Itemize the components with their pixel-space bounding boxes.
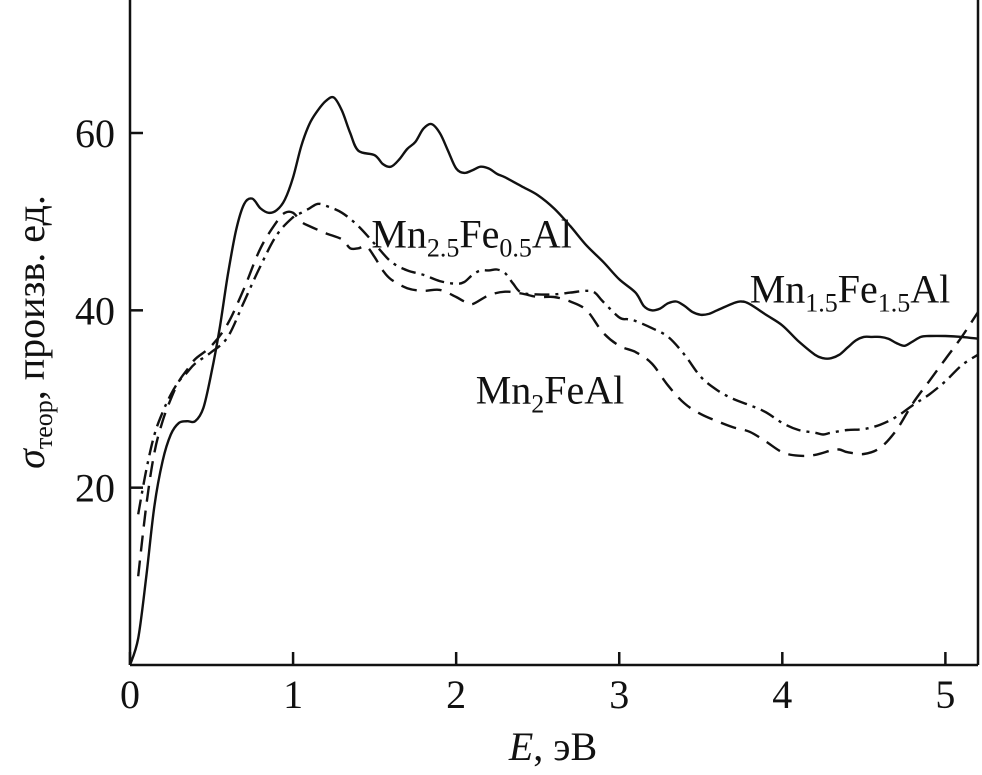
series-label-part: 2.5 [427,233,460,262]
series-line-2 [137,202,979,515]
series-label-part: 0.5 [499,233,532,262]
series-label-part: 2 [531,389,544,418]
series-line-1 [128,95,979,666]
series-label-part: Fe [459,211,499,256]
series-label-part: Mn [476,367,532,412]
series-layer [128,95,980,666]
series-label-part: 1.5 [878,288,911,317]
series-label-part: FeAl [544,367,624,412]
x-tick-label: 1 [283,672,303,717]
y-tick-label: 60 [75,111,115,156]
series-label-part: 1.5 [805,288,838,317]
tick-layer: 0 1 2 3 4 5 20 40 60 [75,111,955,717]
series-label-part: Al [910,266,950,311]
x-axis-title-unit: , эВ [533,724,597,769]
series-line-3 [137,210,980,577]
x-tick-label: 4 [772,672,792,717]
series-label-part: Fe [838,266,878,311]
series-label-part: Mn [371,211,427,256]
y-axis-title: σтеор, произв. ед. [8,195,58,469]
y-axis-title-subscript: теор [29,400,58,449]
series-label-3: Mn2FeAl [476,367,625,418]
x-axis-title: E, эВ [508,724,597,769]
y-tick-label: 40 [75,288,115,333]
x-tick-label: 5 [935,672,955,717]
series-label-1: Mn1.5Fe1.5Al [750,266,951,317]
y-axis-title-unit: , произв. ед. [8,195,53,400]
y-axis-title-symbol: σ [8,448,53,469]
x-tick-label: 3 [609,672,629,717]
series-label-2: Mn2.5Fe0.5Al [371,211,572,262]
x-axis-title-symbol: E [508,724,533,769]
plot-area [128,0,980,667]
series-label-part: Mn [750,266,806,311]
y-tick-label: 20 [75,466,115,511]
x-tick-label: 2 [446,672,466,717]
x-tick-label: 0 [120,672,140,717]
series-label-part: Al [532,211,572,256]
